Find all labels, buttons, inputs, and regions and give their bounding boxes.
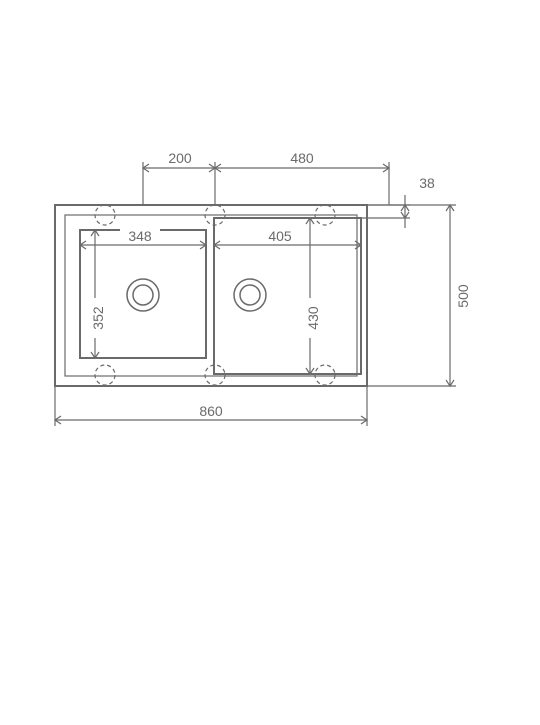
label-bowl-large-h: 430: [305, 298, 321, 338]
bowl-small-rect: [80, 230, 206, 358]
dim-right-38: [361, 195, 410, 228]
label-bowl-small-h: 352: [90, 298, 106, 338]
dim-right-500: [367, 205, 456, 386]
label-right-500: 500: [455, 276, 471, 316]
dim-top-200: [143, 162, 215, 205]
dim-top-480: [215, 162, 389, 205]
label-bowl-small-w: 348: [120, 228, 160, 244]
drain-small: [127, 279, 159, 311]
dim-bowl-large-h: [306, 218, 314, 374]
dim-bowl-small-h: [91, 230, 99, 358]
drain-large: [234, 279, 266, 311]
rim-rect: [65, 215, 357, 376]
label-top-480: 480: [282, 150, 322, 166]
label-right-38: 38: [412, 175, 442, 191]
label-bottom-860: 860: [191, 403, 231, 419]
sink-diagram-svg: [0, 0, 540, 720]
label-bowl-large-w: 405: [260, 228, 300, 244]
label-top-200: 200: [160, 150, 200, 166]
diagram-stage: 200 480 38 500 348 405 352 430 860: [0, 0, 540, 720]
